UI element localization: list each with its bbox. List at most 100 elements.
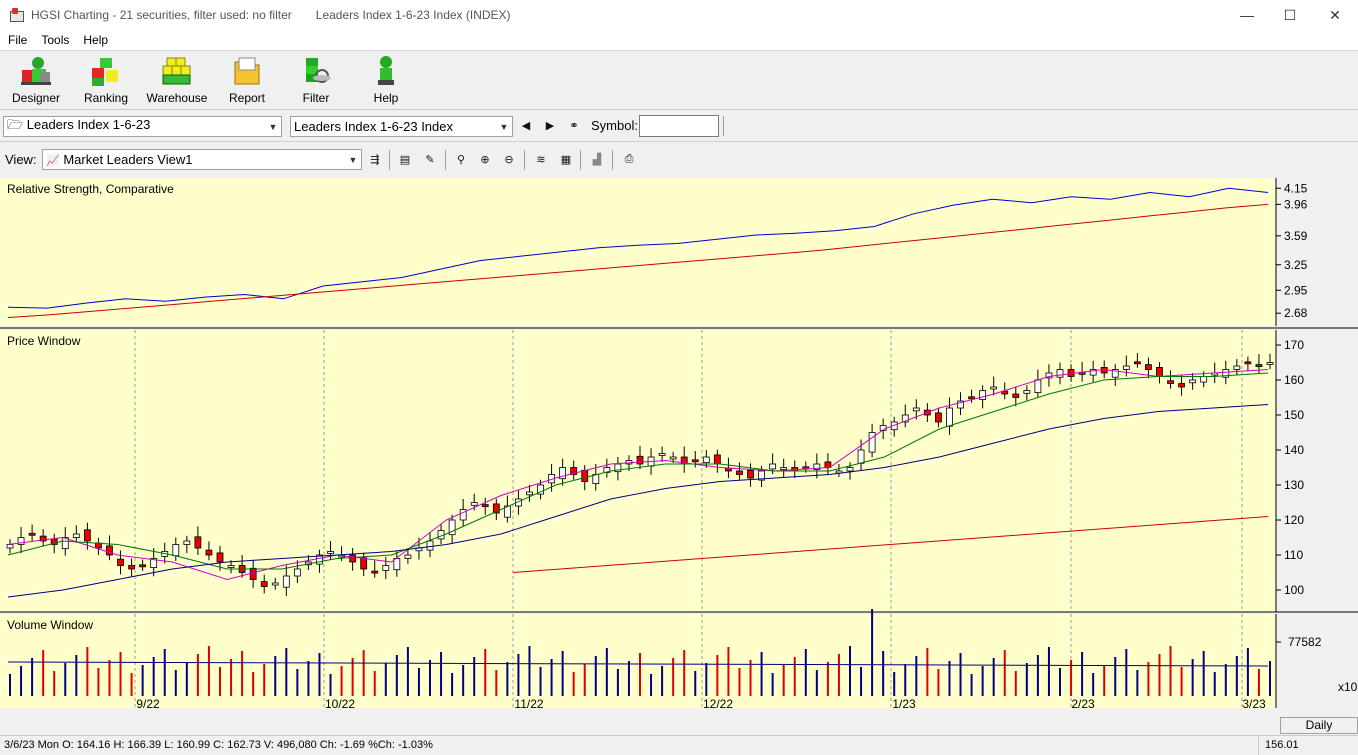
candle-body <box>117 558 124 566</box>
candle-body <box>282 575 290 588</box>
candle-body <box>260 581 268 587</box>
candle-body <box>868 432 876 453</box>
view-label: View: <box>5 152 37 167</box>
price-tick-label: 100 <box>1284 583 1304 597</box>
close-button[interactable]: ✕ <box>1329 6 1341 23</box>
candle-body <box>216 552 224 563</box>
properties-button[interactable]: ▤ <box>395 149 415 169</box>
filter-icon <box>298 54 334 88</box>
candle-body <box>1122 365 1130 370</box>
candle-body <box>901 414 909 423</box>
app-title: HGSI Charting - 21 securities, filter us… <box>31 8 292 22</box>
zoom-out-button[interactable]: ⊖ <box>499 149 519 169</box>
data-table-button[interactable]: ▦ <box>556 149 576 169</box>
warehouse-label: Warehouse <box>146 91 208 105</box>
properties-icon: ▤ <box>399 153 411 166</box>
binoculars-icon: ⚭ <box>569 119 579 132</box>
candle-body <box>459 509 467 521</box>
ohlc-readout: 3/6/23 Mon O: 164.16 H: 166.39 L: 160.99… <box>4 739 433 751</box>
price-tick-label: 170 <box>1284 338 1304 352</box>
edit-button[interactable]: ✎ <box>420 149 440 169</box>
candle-body <box>150 558 158 568</box>
print-button[interactable]: ⎙ <box>619 149 639 169</box>
candle-body <box>1089 369 1097 376</box>
designer-button[interactable]: Designer <box>8 54 64 108</box>
moving-average-line <box>7 404 1269 598</box>
candle-body <box>371 570 379 574</box>
help-label: Help <box>373 91 399 105</box>
volume-scale-label: x10 <box>1338 680 1358 694</box>
chart-type-button[interactable]: ▟ <box>587 149 607 169</box>
menu-tools[interactable]: Tools <box>41 33 70 47</box>
candle-body <box>72 533 80 538</box>
price-tick-label: 120 <box>1284 513 1304 527</box>
previous-security-button[interactable]: ◀ <box>516 115 536 135</box>
candle-body <box>1156 366 1163 377</box>
list-select[interactable]: 🗁 Leaders Index 1-6-23 ▼ <box>3 116 282 137</box>
zoom-out-icon: ⊖ <box>504 153 514 166</box>
candle-body <box>658 453 666 456</box>
candle-body <box>6 544 14 549</box>
ranking-button[interactable]: Ranking <box>80 54 132 108</box>
candle-body <box>570 467 578 475</box>
toolbar-separator <box>612 150 613 170</box>
candle-body <box>713 454 721 465</box>
warehouse-button[interactable]: Warehouse <box>146 54 208 108</box>
chart-area[interactable]: Relative Strength, Comparative 4.15 3.96 3.… <box>0 178 1358 717</box>
security-select[interactable]: Leaders Index 1-6-23 Index ▼ <box>290 116 513 137</box>
menu-help[interactable]: Help <box>83 33 109 47</box>
x-tick-label: 9/22 <box>136 697 160 711</box>
candle-body <box>205 549 213 556</box>
rs-tick-label: 4.15 <box>1284 181 1308 195</box>
candle-body <box>736 470 743 475</box>
candle-body <box>1189 379 1197 384</box>
candle-body <box>249 567 257 580</box>
app-icon <box>9 8 24 22</box>
toolbar-separator <box>389 150 390 170</box>
candle-body <box>824 461 832 468</box>
candle-body <box>382 565 390 571</box>
warehouse-icon <box>159 54 195 88</box>
candle-body <box>128 565 135 570</box>
volume-pane-title: Volume Window <box>7 618 93 632</box>
symbol-input[interactable] <box>639 115 719 137</box>
report-icon <box>229 54 265 88</box>
candle-body <box>780 467 788 470</box>
zoom-in-button[interactable]: ⊕ <box>475 149 495 169</box>
candle-body <box>271 582 279 586</box>
rs-tick-label: 3.96 <box>1284 197 1308 211</box>
candle-body <box>316 554 323 565</box>
find-button[interactable]: ⚭ <box>564 115 584 135</box>
minimize-button[interactable]: — <box>1240 7 1254 23</box>
period-button[interactable]: Daily <box>1280 717 1358 734</box>
maximize-button[interactable]: ☐ <box>1283 6 1297 23</box>
candle-body <box>1244 361 1252 365</box>
wave-icon: ≋ <box>536 153 546 166</box>
chart-canvas[interactable]: Relative Strength, Comparative 4.15 3.96 3.… <box>0 178 1358 717</box>
moving-average-line <box>7 372 1269 570</box>
price-tick-label: 140 <box>1284 443 1304 457</box>
candle-body <box>702 456 710 463</box>
folder-icon: 🗁 <box>7 116 24 132</box>
x-tick-label: 1/23 <box>892 697 916 711</box>
edit-icon: ✎ <box>425 153 435 166</box>
menu-file[interactable]: File <box>8 33 28 47</box>
indicators-button[interactable]: ≋ <box>531 149 551 169</box>
view-manager-button[interactable]: ⇶ <box>365 149 385 169</box>
candle-body <box>890 421 898 431</box>
rs-tick-label: 2.95 <box>1284 283 1308 297</box>
candle-body <box>747 469 754 479</box>
candle-body <box>979 390 987 400</box>
report-button[interactable]: Report <box>224 54 270 108</box>
zoom-button[interactable]: ⚲ <box>451 149 471 169</box>
x-tick-label: 2/23 <box>1071 697 1095 711</box>
candle-body <box>1023 390 1031 394</box>
view-select[interactable]: 📈 Market Leaders View1 ▼ <box>42 149 362 170</box>
arrows-icon: ⇶ <box>370 153 380 166</box>
filter-button[interactable]: Filter <box>296 54 336 108</box>
next-security-button[interactable]: ▶ <box>540 115 560 135</box>
print-icon: ⎙ <box>624 152 634 165</box>
candle-body <box>1222 369 1230 378</box>
help-button[interactable]: Help <box>366 54 406 108</box>
